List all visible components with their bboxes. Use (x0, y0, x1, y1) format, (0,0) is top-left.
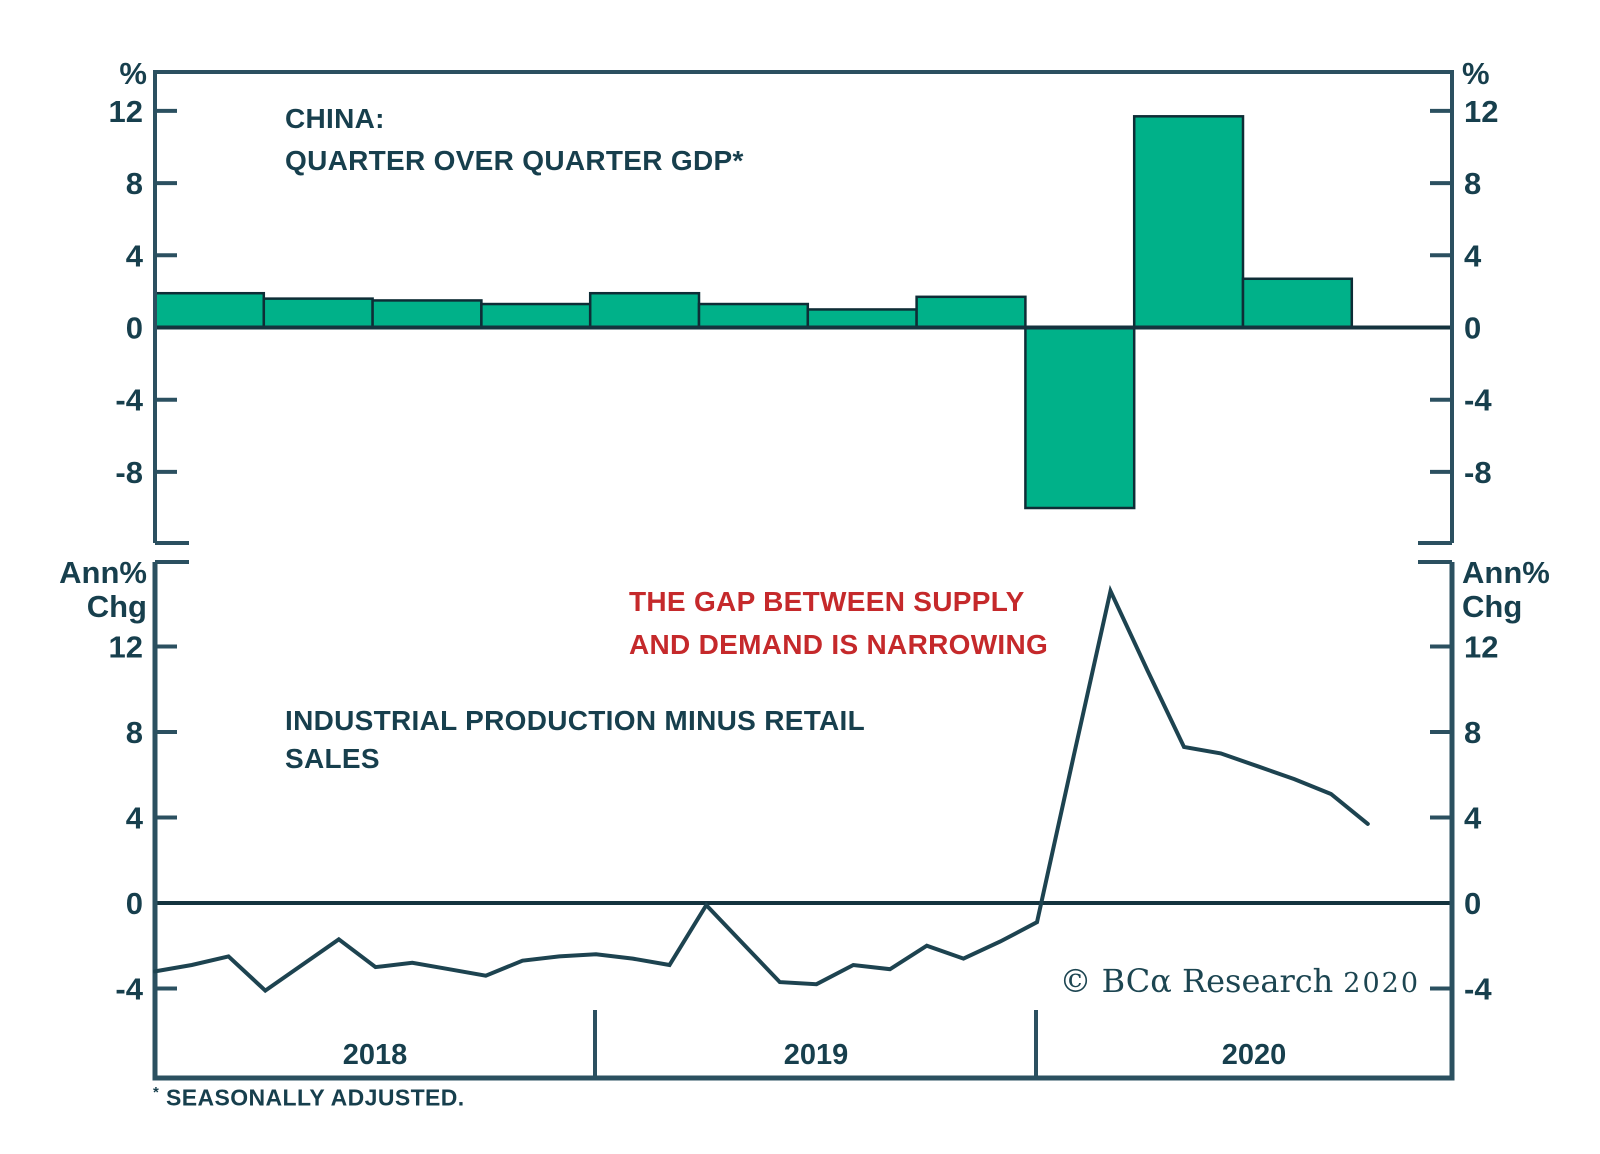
top-panel-title-line1: CHINA: (285, 103, 385, 134)
svg-text:-8: -8 (115, 455, 143, 490)
bottom-panel-right-unit-label: Ann% Chg (1462, 556, 1550, 624)
top-panel-right-unit-label: % (1462, 56, 1490, 91)
annotation-text: THE GAP BETWEEN SUPPLY AND DEMAND IS NAR… (629, 580, 1048, 666)
svg-text:8: 8 (1464, 166, 1481, 201)
footnote-star: * (153, 1084, 160, 1101)
gdp-bar-2018-Q1 (153, 291, 266, 329)
gdp-bar-2020-Q1 (1024, 326, 1136, 510)
gdp-bar-2018-Q3 (371, 299, 483, 329)
annotation-line2: AND DEMAND IS NARROWING (629, 629, 1049, 660)
gdp-bar-2019-Q2 (697, 302, 810, 329)
gdp-bar-2018-Q4 (480, 302, 592, 329)
svg-text:4: 4 (1464, 238, 1482, 273)
svg-text:-4: -4 (1464, 383, 1492, 418)
gdp-bar-2020-Q3 (1241, 277, 1354, 329)
top-panel-title-line2: QUARTER OVER QUARTER GDP* (285, 145, 744, 176)
ip-minus-retail-line (153, 584, 1370, 994)
svg-text:-8: -8 (1464, 455, 1492, 490)
top-panel-left-unit-label: % (119, 56, 147, 91)
svg-text:8: 8 (126, 715, 143, 750)
bottom-panel-right-unit-line1: Ann% (1462, 555, 1550, 590)
svg-text:0: 0 (1464, 311, 1481, 346)
svg-text:8: 8 (126, 166, 143, 201)
svg-text:0: 0 (1464, 886, 1481, 921)
bottom-panel-left-unit-line1: Ann% (59, 555, 147, 590)
x-axis-year-label-2018: 2018 (343, 1039, 408, 1071)
svg-text:8: 8 (1464, 715, 1481, 750)
footnote-text: SEASONALLY ADJUSTED. (166, 1084, 465, 1111)
series-label-line1: INDUSTRIAL PRODUCTION MINUS RETAIL (285, 705, 866, 736)
top-panel-title: CHINA: QUARTER OVER QUARTER GDP* (285, 98, 744, 182)
series-label: INDUSTRIAL PRODUCTION MINUS RETAIL SALES (285, 702, 865, 778)
svg-text:4: 4 (126, 238, 144, 273)
svg-text:-4: -4 (115, 383, 143, 418)
series-label-line2: SALES (285, 743, 380, 774)
svg-text:12: 12 (1464, 630, 1498, 665)
svg-text:4: 4 (126, 801, 144, 836)
svg-text:0: 0 (126, 886, 143, 921)
svg-text:-4: -4 (115, 971, 143, 1006)
annotation-line1: THE GAP BETWEEN SUPPLY (629, 586, 1025, 617)
x-axis-year-label-2019: 2019 (784, 1039, 849, 1071)
copyright-brand: © BCα Research (1059, 962, 1334, 1000)
x-axis-year-label-2020: 2020 (1222, 1039, 1287, 1071)
gdp-bar-2019-Q3 (806, 308, 918, 329)
svg-text:12: 12 (1464, 94, 1498, 129)
gdp-bar-2019-Q4 (915, 295, 1027, 329)
copyright-text: © BCα Research 2020 (1059, 962, 1420, 1000)
bottom-panel-left-unit-line2: Chg (86, 589, 147, 624)
gdp-bar-2018-Q2 (262, 297, 374, 329)
svg-text:12: 12 (109, 94, 143, 129)
svg-text:0: 0 (126, 311, 143, 346)
footnote: * SEASONALLY ADJUSTED. (153, 1084, 465, 1112)
bottom-panel-right-unit-line2: Chg (1462, 589, 1523, 624)
gdp-bar-2019-Q1 (588, 291, 701, 329)
bottom-panel-left-unit-label: Ann% Chg (27, 556, 147, 624)
gdp-bar-2020-Q2 (1132, 115, 1245, 329)
svg-text:4: 4 (1464, 801, 1482, 836)
svg-text:-4: -4 (1464, 971, 1492, 1006)
copyright-year: 2020 (1343, 968, 1420, 999)
svg-text:12: 12 (109, 630, 143, 665)
